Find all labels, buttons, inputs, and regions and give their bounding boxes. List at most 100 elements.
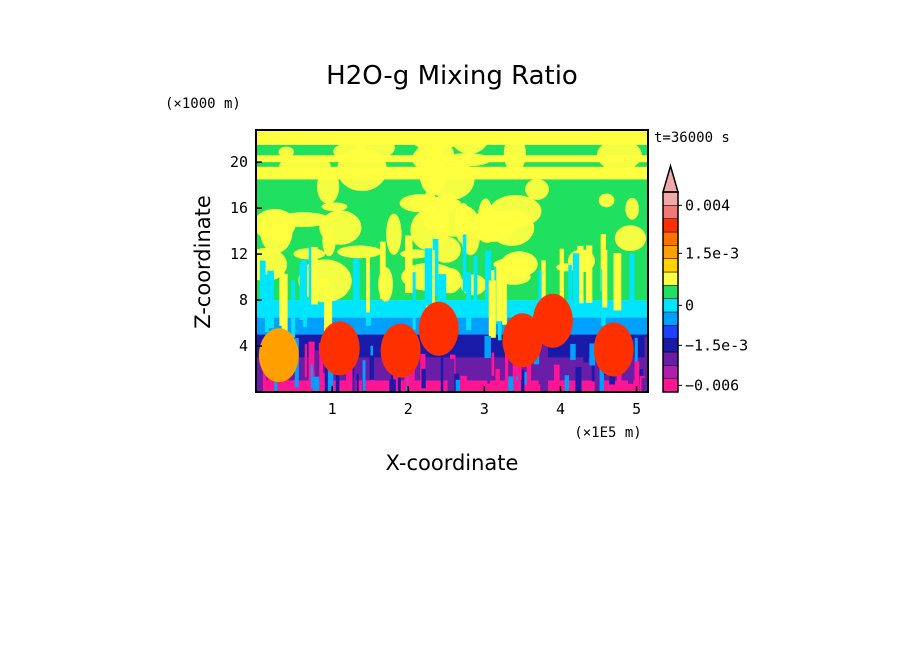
dry-streak [256, 366, 263, 392]
plume [613, 252, 622, 311]
x-tick-label: 2 [404, 400, 413, 418]
dry-streak [304, 344, 307, 378]
plume [559, 248, 564, 307]
plume [291, 280, 296, 338]
dry-streak [335, 374, 340, 392]
dry-streak [583, 348, 589, 363]
moist-region [337, 245, 382, 259]
moist-layer [256, 130, 648, 145]
colorbar-segment [662, 311, 679, 326]
moist-region [314, 278, 330, 288]
plume [577, 245, 584, 304]
anomaly-core [418, 301, 459, 356]
colorbar-segment [662, 191, 679, 206]
plume [353, 258, 360, 317]
time-label: t=36000 s [654, 130, 730, 146]
dry-streak [634, 361, 640, 385]
y-unit-label: (×1000 m) [165, 96, 241, 112]
dry-streak [261, 365, 267, 392]
colorbar-label: 1.5e-3 [685, 244, 739, 262]
colorbar-label: −0.006 [685, 376, 739, 394]
moist-region [278, 146, 295, 158]
dry-streak [491, 352, 495, 376]
dry-streak [353, 377, 356, 392]
y-axis: 4 8 12 16 20 [230, 153, 262, 355]
colorbar-segment [662, 205, 679, 219]
dry-streak [319, 353, 323, 389]
plume [311, 246, 318, 305]
moist-region [409, 196, 461, 209]
colorbar-segment [662, 351, 679, 366]
plume [366, 254, 370, 313]
plume [502, 267, 507, 325]
dry-streak [389, 379, 396, 392]
colorbar-labels: 0.004 1.5e-3 0 −1.5e-3 −0.006 [678, 196, 748, 394]
dry-streak [484, 336, 491, 359]
dry-streak [455, 379, 460, 392]
plume [424, 248, 433, 306]
dry-streak [460, 375, 467, 392]
x-tick-label: 1 [328, 400, 337, 418]
moist-region [322, 226, 336, 257]
plume [379, 241, 386, 300]
y-tick-label: 16 [230, 199, 248, 217]
plume [494, 266, 498, 324]
moist-region [596, 139, 642, 171]
colorbar-segment [662, 258, 679, 273]
moist-layer [256, 155, 648, 163]
plume [496, 263, 503, 322]
y-tick-label: 4 [239, 337, 248, 355]
dry-streak [526, 346, 532, 392]
anomaly-core [593, 322, 634, 377]
plume [473, 255, 478, 314]
moist-region [427, 202, 479, 237]
dry-streak [542, 337, 548, 392]
x-tick-label: 3 [480, 400, 489, 418]
moist-region [614, 225, 647, 252]
anomaly-core [258, 328, 299, 383]
colorbar-segment [662, 231, 679, 246]
moist-region [489, 209, 535, 246]
dry-streak [324, 366, 331, 392]
moist-layer [256, 166, 648, 180]
plume [405, 235, 413, 294]
dry-streak [327, 367, 334, 392]
colorbar-segment [662, 325, 679, 339]
plot-frame [255, 129, 649, 393]
dry-streak [597, 362, 604, 392]
dry-streak [487, 351, 490, 384]
plume [572, 253, 580, 311]
plume [412, 272, 416, 330]
dry-streak [362, 360, 366, 392]
dry-streak [313, 376, 320, 392]
dry-streak [540, 335, 545, 392]
plume [538, 270, 542, 328]
colorbar-label: 0.004 [685, 196, 730, 214]
dry-streak [641, 377, 648, 392]
dry-streak [594, 342, 600, 392]
colorbar-segment [662, 218, 679, 233]
dry-streak [634, 337, 638, 364]
y-axis-label: Z-coordinate [191, 195, 215, 329]
moist-region [431, 236, 461, 263]
dry-streak [447, 358, 455, 392]
dry-streak [504, 336, 509, 390]
moist-region [525, 178, 549, 200]
dry-streak [508, 376, 514, 392]
colorbar-frame [662, 191, 679, 393]
dry-streak [554, 364, 560, 392]
dry-streak [369, 355, 375, 380]
moist-region [598, 193, 615, 208]
anomaly-core [532, 293, 573, 348]
plume [602, 249, 608, 308]
moist-region [427, 159, 475, 201]
dry-streak [514, 380, 520, 392]
x-tick-label: 4 [556, 400, 565, 418]
plume [488, 280, 496, 338]
dry-streak [644, 336, 648, 388]
plume [267, 270, 274, 329]
plume [259, 260, 266, 319]
dry-streak [421, 368, 426, 389]
dry-streak [370, 374, 374, 392]
colorbar-label: 0 [685, 296, 694, 314]
